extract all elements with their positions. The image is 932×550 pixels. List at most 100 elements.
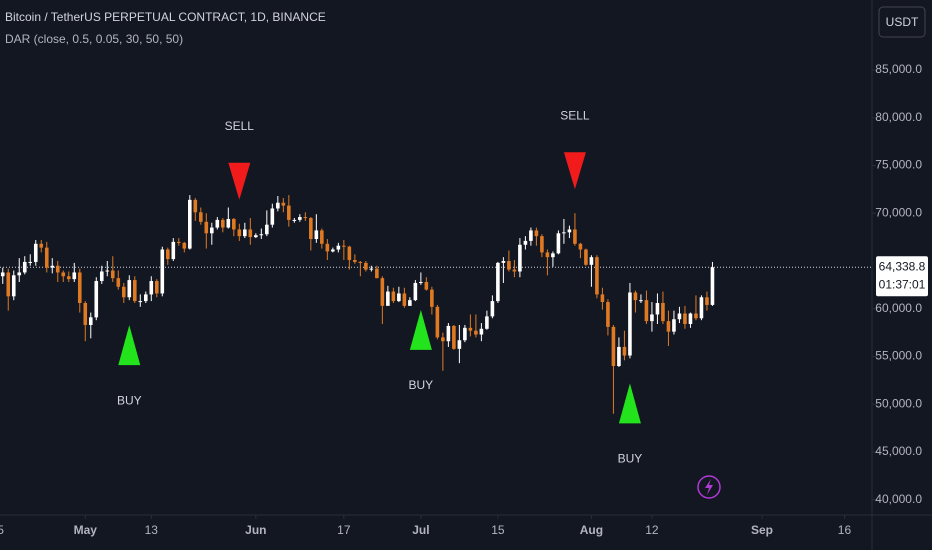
candle-body: [265, 224, 269, 235]
candle-body: [573, 229, 577, 244]
candle-body: [661, 303, 665, 322]
candle-body: [512, 269, 517, 272]
candle-body: [364, 262, 368, 270]
y-tick-label: 60,000.0: [875, 301, 922, 315]
candle-body: [496, 262, 500, 302]
last-price-label: 64,338.8: [879, 259, 926, 273]
candle-body: [331, 249, 335, 252]
candle-body: [463, 327, 467, 341]
candle-body: [617, 346, 621, 367]
candle-body: [584, 249, 588, 265]
y-tick-label: 40,000.0: [875, 492, 922, 506]
candle-body: [149, 281, 154, 295]
candle-body: [501, 260, 506, 263]
candle-body: [99, 271, 104, 282]
y-tick-label: 55,000.0: [875, 349, 922, 363]
alert-icon[interactable]: [697, 475, 721, 499]
sell-label: SELL: [560, 108, 590, 122]
candle-body: [386, 291, 390, 306]
candle-body: [611, 326, 616, 367]
candle-body: [556, 233, 561, 254]
candle-body: [336, 245, 341, 250]
candle-body: [171, 241, 176, 260]
candle-body: [143, 294, 148, 302]
x-tick-label: 17: [337, 523, 351, 537]
last-price-box: [876, 256, 928, 297]
candle-body: [435, 306, 440, 338]
candle-body: [204, 221, 209, 234]
candle-body: [77, 272, 82, 304]
candle-body: [628, 292, 632, 356]
candle-body: [688, 313, 693, 325]
candle-body: [567, 229, 572, 233]
alert-circle[interactable]: [697, 475, 721, 499]
candle-body: [320, 230, 324, 244]
candle-body: [468, 327, 473, 331]
currency-label[interactable]: USDT: [886, 15, 919, 29]
candle-body: [672, 319, 676, 332]
candle-body: [457, 340, 462, 349]
candle-body: [358, 261, 363, 263]
candle-body: [540, 236, 544, 253]
candle-body: [529, 230, 533, 241]
x-tick-label: Jun: [245, 523, 266, 537]
indicator-label: DAR (close, 0.5, 0.05, 30, 50, 50): [5, 32, 183, 46]
x-tick-label: 15: [491, 523, 505, 537]
candle-body: [402, 293, 407, 306]
candle-body: [507, 260, 511, 270]
candle-body: [419, 281, 423, 283]
candle-body: [88, 317, 93, 325]
candle-body: [694, 313, 698, 319]
candle-body: [292, 219, 297, 221]
alert-bolt[interactable]: [705, 479, 713, 495]
candle-body: [655, 303, 660, 315]
candle-body: [441, 337, 445, 342]
candle-body: [44, 247, 49, 268]
candle-body: [650, 314, 654, 322]
candle-body: [683, 313, 687, 325]
candle-body: [314, 230, 319, 240]
candle-body: [430, 289, 434, 307]
candle-body: [485, 316, 489, 329]
candle-body: [154, 281, 159, 294]
candle-body: [11, 275, 16, 297]
buy-signal: [618, 383, 641, 424]
candle-body: [639, 300, 643, 302]
countdown-label: 01:37:01: [879, 277, 926, 291]
candle-body: [199, 212, 203, 222]
candle-body: [578, 243, 583, 250]
candle-body: [188, 199, 192, 249]
candle-body: [606, 302, 610, 327]
candle-body: [413, 282, 418, 301]
x-tick-label: Jul: [412, 523, 429, 537]
x-tick-label: 13: [145, 523, 159, 537]
candle-body: [710, 267, 715, 305]
candle-body: [28, 261, 33, 263]
candle-body: [644, 300, 649, 322]
candle-body: [55, 265, 60, 273]
candle-body: [353, 260, 357, 262]
buy-signal: [118, 325, 141, 366]
candle-body: [259, 234, 264, 236]
currency-button[interactable]: [878, 6, 926, 38]
candle-body: [589, 257, 594, 265]
candle-body: [50, 265, 55, 268]
candle-body: [39, 243, 44, 248]
sell-label: SELL: [225, 119, 255, 133]
candle-body: [232, 218, 236, 230]
buy-signal: [409, 309, 432, 350]
candle-body: [474, 330, 478, 335]
candle-body: [523, 240, 528, 245]
candle-body: [298, 217, 302, 220]
candle-body: [221, 219, 225, 228]
candle-body: [622, 346, 627, 356]
candle-body: [551, 253, 555, 258]
candle-body: [94, 281, 99, 318]
candle-body: [248, 229, 253, 238]
candle-body: [397, 293, 401, 302]
candle-body: [342, 245, 346, 247]
x-tick-label: 16: [838, 523, 852, 537]
y-tick-label: 75,000.0: [875, 158, 922, 172]
candle-body: [110, 270, 115, 279]
candle-body: [237, 229, 242, 237]
